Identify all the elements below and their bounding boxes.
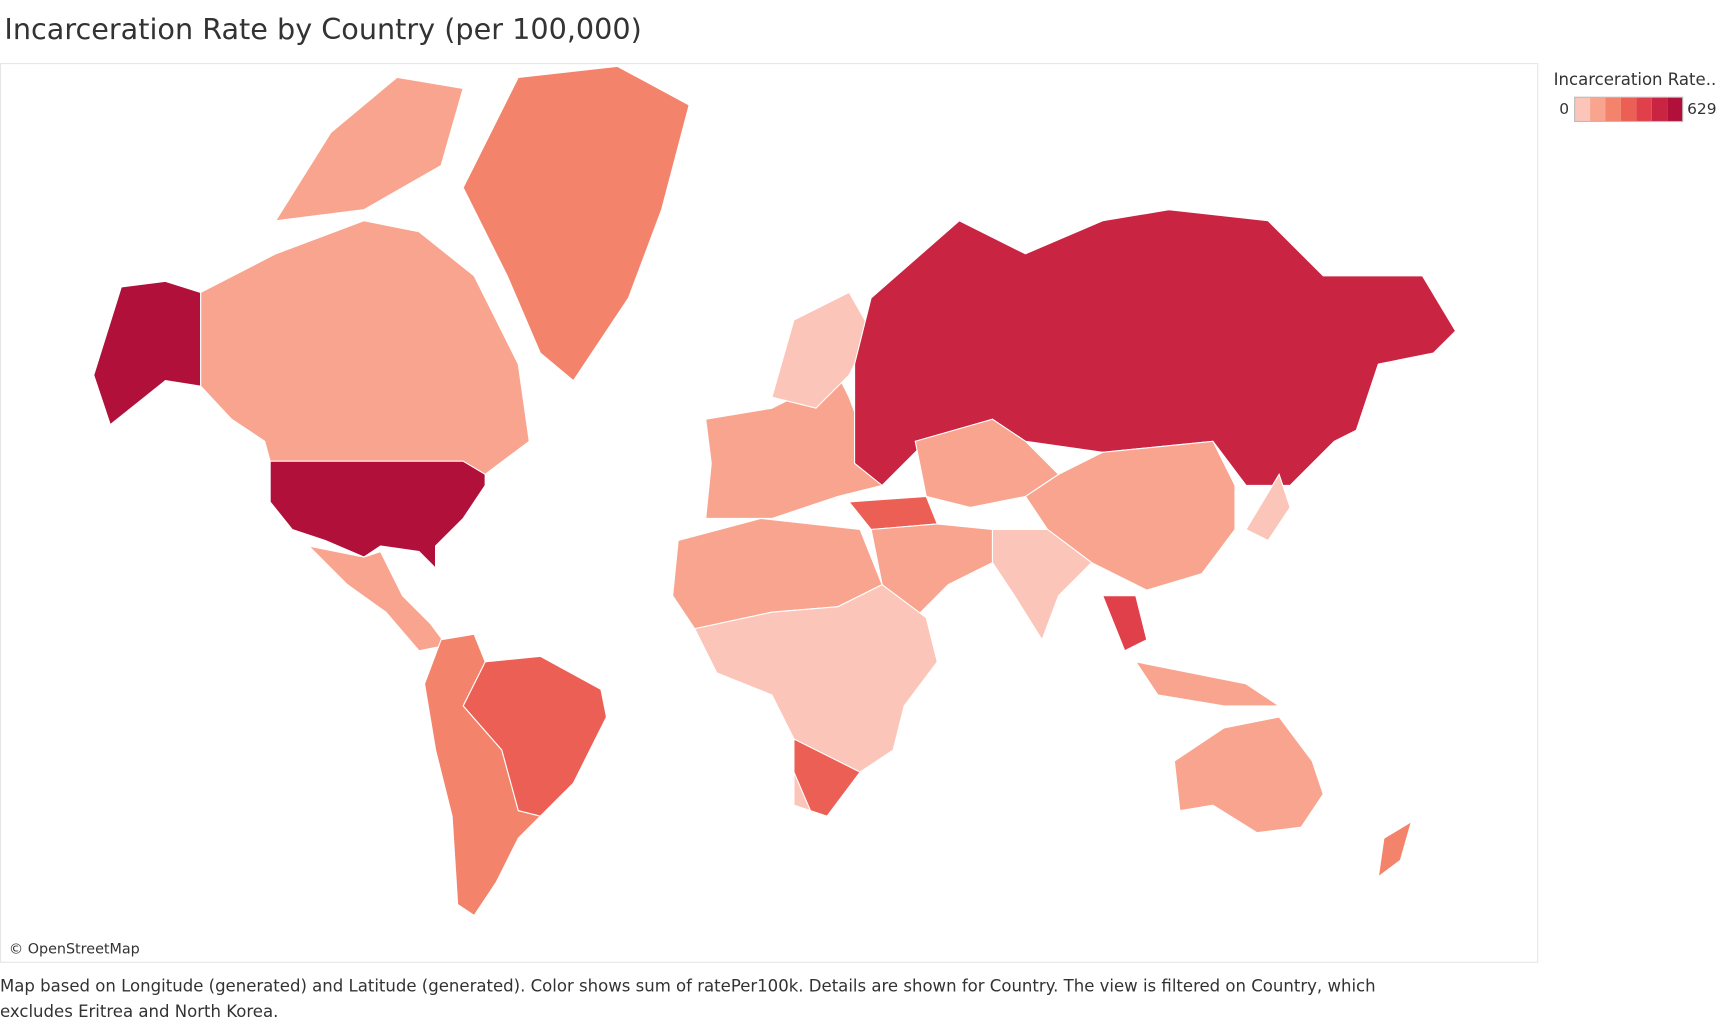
country [1024,440,1236,591]
caption-line: Map based on Longitude (generated) and L… [0,977,1376,996]
country [693,583,938,817]
legend-swatch [1636,97,1652,122]
country [991,528,1093,641]
legend-min: 0 [1559,100,1569,118]
legend-swatch [1620,97,1637,122]
legend-title: Incarceration Rate.. [1554,70,1717,89]
attribution: © OpenStreetMap [9,942,140,958]
country [1101,595,1148,652]
legend-scale [1574,96,1684,123]
legend-swatch [1590,97,1606,122]
regions [93,65,1457,917]
legend-swatch [1667,97,1683,122]
country [269,460,486,570]
country [423,633,542,917]
country [1173,716,1324,834]
country [793,738,861,817]
legend-swatch [1605,97,1621,122]
country [1134,661,1281,707]
country [274,76,464,222]
legend-swatch [1574,97,1591,122]
country [1377,820,1413,879]
title: Incarceration Rate by Country (per 100,0… [4,12,641,46]
country [1245,473,1291,542]
country [307,545,448,652]
legend-max: 629 [1687,100,1716,118]
legend-border [1574,96,1684,123]
legend-swatch [1651,97,1668,122]
caption-line: excludes Eritrea and North Korea. [0,1002,278,1021]
country [462,65,690,382]
country [200,220,530,476]
